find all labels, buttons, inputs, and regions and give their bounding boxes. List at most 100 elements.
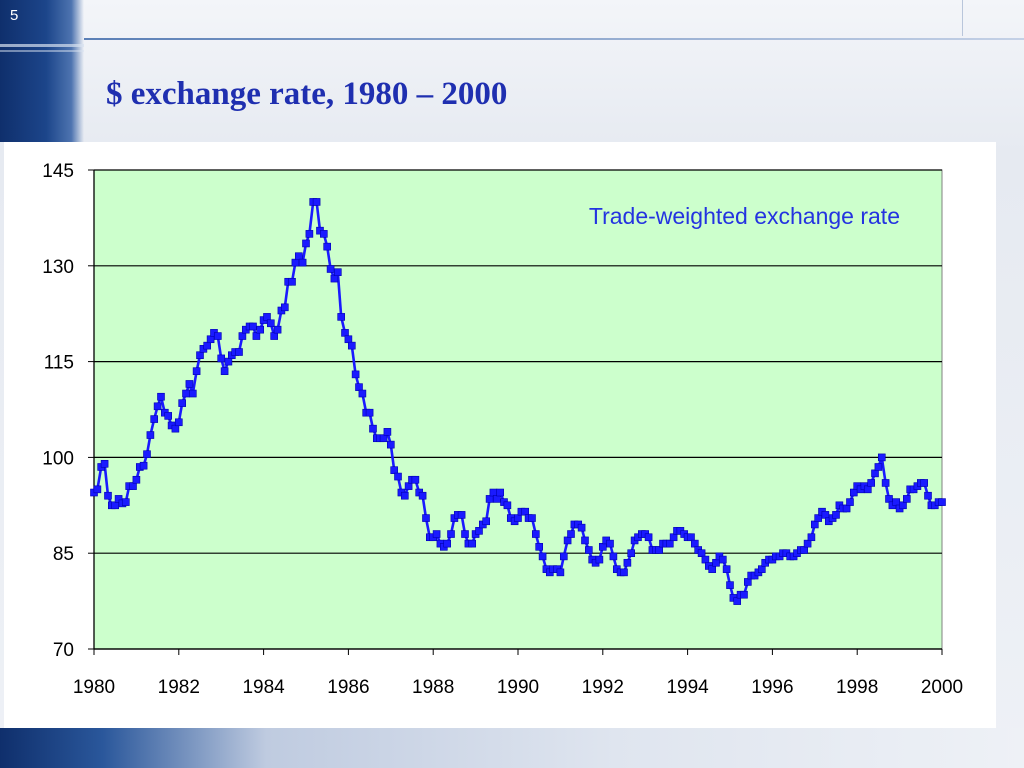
- data-point: [351, 370, 360, 379]
- data-point: [249, 322, 257, 331]
- data-point: [842, 504, 851, 513]
- x-tick-label: 1988: [412, 677, 454, 698]
- data-point: [143, 450, 151, 459]
- data-point: [270, 332, 279, 340]
- data-point: [238, 332, 247, 340]
- data-point: [386, 440, 395, 449]
- data-point: [217, 354, 225, 363]
- data-point: [867, 479, 875, 487]
- data-point: [581, 536, 589, 545]
- data-point: [846, 498, 854, 506]
- data-point: [514, 514, 522, 522]
- data-point: [701, 555, 710, 564]
- data-point: [461, 530, 469, 538]
- data-point: [863, 485, 872, 494]
- x-tick-label: 1990: [497, 677, 539, 698]
- data-point: [390, 466, 398, 474]
- data-point: [182, 389, 190, 398]
- header-rule: [84, 38, 1024, 40]
- data-point: [383, 428, 392, 436]
- y-tick-label: 115: [44, 353, 74, 374]
- data-point: [252, 332, 261, 340]
- data-point: [337, 313, 345, 321]
- data-point: [333, 268, 342, 276]
- data-point: [175, 418, 183, 427]
- data-point: [521, 507, 530, 516]
- data-point: [196, 351, 204, 360]
- data-point: [832, 511, 840, 519]
- data-point: [305, 230, 314, 238]
- data-point: [178, 399, 186, 407]
- data-point: [722, 565, 731, 573]
- data-point: [556, 568, 565, 577]
- data-point: [294, 252, 303, 261]
- y-tick-label: 100: [42, 448, 74, 469]
- data-point: [496, 488, 504, 497]
- data-point: [627, 549, 636, 558]
- data-point: [457, 511, 466, 519]
- data-point: [188, 389, 197, 398]
- data-point: [220, 367, 229, 375]
- data-point: [411, 475, 420, 484]
- data-point: [132, 475, 141, 484]
- data-point: [821, 511, 830, 519]
- data-point: [892, 498, 901, 506]
- header-divider: [962, 0, 963, 36]
- data-point: [567, 530, 575, 538]
- data-point: [347, 341, 356, 350]
- data-point: [129, 482, 137, 490]
- data-point: [609, 552, 618, 561]
- data-point: [733, 597, 742, 605]
- x-tick-label: 1992: [582, 677, 624, 698]
- data-point: [489, 488, 498, 497]
- data-point: [122, 498, 130, 506]
- data-point: [503, 501, 512, 510]
- x-tick-label: 1982: [158, 677, 200, 698]
- data-point: [885, 495, 893, 503]
- data-point: [235, 348, 243, 356]
- footer-decoration-band: [0, 728, 1024, 768]
- data-point: [93, 485, 102, 494]
- data-point: [655, 546, 663, 554]
- data-point: [344, 335, 353, 344]
- data-point: [697, 549, 706, 558]
- data-point: [100, 459, 109, 468]
- data-point: [850, 488, 858, 497]
- data-point: [691, 539, 699, 548]
- data-point: [803, 539, 812, 548]
- plot-area: [93, 169, 943, 650]
- data-point: [606, 539, 614, 548]
- header-decoration-band: [0, 0, 84, 142]
- data-point: [400, 491, 409, 500]
- data-point: [288, 277, 296, 286]
- data-point: [718, 555, 727, 564]
- data-point: [404, 482, 413, 490]
- data-point: [726, 581, 734, 589]
- data-point: [341, 329, 349, 337]
- data-point: [263, 313, 271, 321]
- x-tick-label: 1984: [242, 677, 285, 698]
- y-tick-label: 145: [42, 161, 74, 182]
- data-point: [800, 546, 809, 554]
- data-point: [871, 469, 879, 478]
- data-point: [744, 578, 752, 586]
- data-point: [877, 453, 886, 462]
- data-point: [267, 319, 275, 328]
- data-point: [563, 536, 572, 545]
- data-point: [323, 242, 332, 251]
- y-tick-label: 130: [42, 257, 74, 278]
- data-point: [355, 383, 363, 391]
- data-point: [203, 341, 212, 350]
- x-tick-label: 1994: [666, 677, 709, 698]
- data-point: [256, 325, 265, 334]
- data-point: [139, 461, 148, 470]
- data-point: [432, 530, 441, 538]
- data-point: [881, 479, 890, 487]
- data-point: [146, 431, 155, 439]
- data-point: [224, 357, 233, 366]
- data-point: [164, 412, 172, 420]
- data-point: [938, 498, 946, 506]
- data-point: [280, 303, 289, 312]
- data-point: [538, 552, 547, 561]
- data-point: [492, 495, 501, 503]
